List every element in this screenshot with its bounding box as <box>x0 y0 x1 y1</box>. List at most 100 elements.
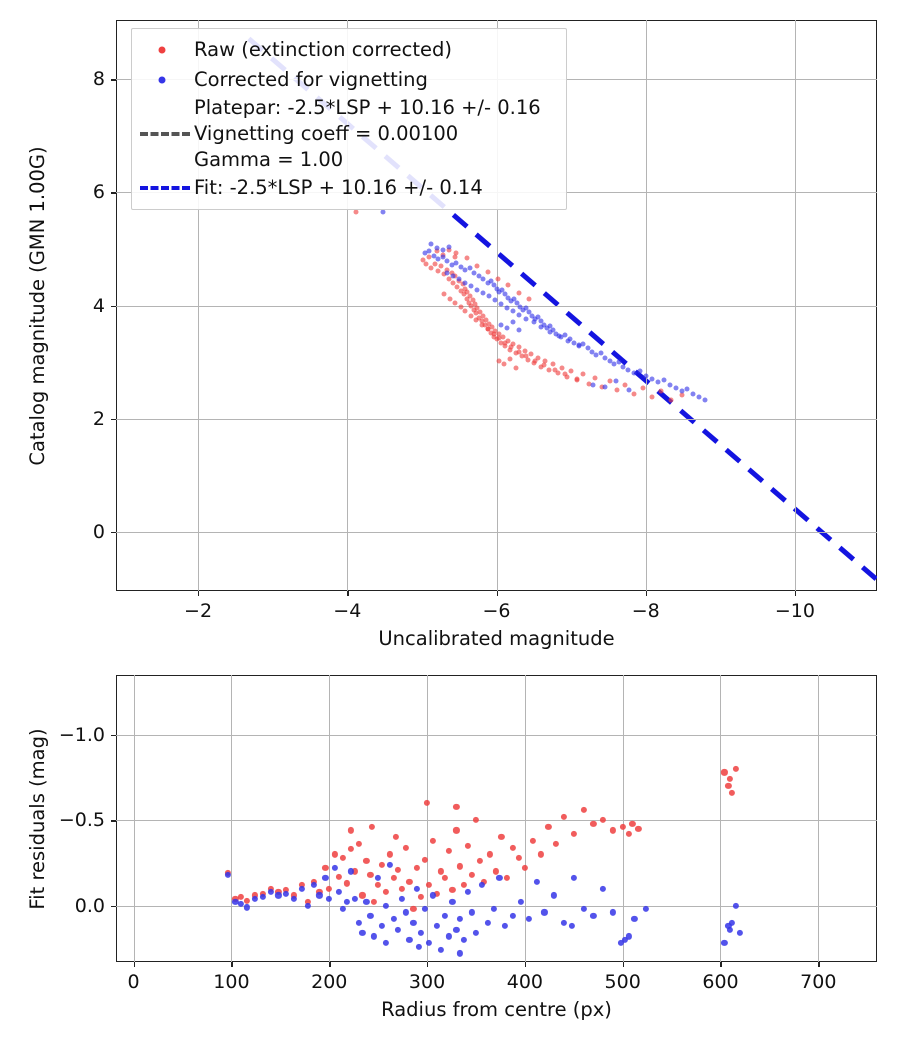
legend-entry-platepar: Platepar: -2.5*LSP + 10.16 +/- 0.16 <box>136 95 558 121</box>
scatter-point <box>259 890 266 897</box>
y-tick <box>111 531 116 534</box>
scatter-point <box>600 817 607 824</box>
scatter-point <box>458 304 464 310</box>
legend-symbol-blue-dash <box>136 173 194 203</box>
x-tick <box>427 962 429 967</box>
gridline-horizontal <box>116 305 877 307</box>
scatter-point <box>541 909 548 916</box>
legend-label-vignetting: Vignetting coeff = 0.00100 <box>194 122 459 145</box>
x-axis-label-top: Uncalibrated magnitude <box>378 627 615 650</box>
scatter-point <box>343 899 350 906</box>
x-tick-label: −4 <box>333 600 362 622</box>
scatter-point <box>326 885 333 892</box>
scatter-point <box>343 880 350 887</box>
scatter-point <box>607 358 613 364</box>
y-tick-label: 2 <box>92 407 105 430</box>
scatter-point <box>529 837 536 844</box>
scatter-point <box>492 868 499 875</box>
scatter-point <box>631 391 637 397</box>
x-tick <box>622 962 625 967</box>
scatter-point <box>382 888 390 896</box>
scatter-point <box>621 936 628 943</box>
scatter-point <box>453 260 459 266</box>
scatter-point <box>498 301 504 307</box>
scatter-point <box>416 943 423 950</box>
scatter-point <box>585 345 591 351</box>
scatter-point <box>347 846 354 853</box>
scatter-point <box>496 358 502 364</box>
legend-label-gamma: Gamma = 1.00 <box>194 148 344 171</box>
scatter-point <box>568 368 574 374</box>
scatter-point <box>479 322 485 328</box>
scatter-point <box>423 800 431 807</box>
scatter-point <box>472 929 480 937</box>
scatter-point <box>428 265 434 271</box>
y-tick-label: 8 <box>92 68 105 91</box>
scatter-point <box>351 868 358 875</box>
scatter-point <box>538 324 544 330</box>
scatter-point <box>435 268 441 274</box>
scatter-point <box>480 313 486 319</box>
scatter-point <box>607 378 613 384</box>
scatter-point <box>474 287 480 293</box>
scatter-point <box>472 301 478 307</box>
scatter-point <box>516 349 522 355</box>
scatter-point <box>316 892 323 899</box>
blue-dashed-line-icon <box>140 186 190 190</box>
scatter-point <box>232 895 239 902</box>
scatter-point <box>457 916 464 923</box>
scatter-point <box>457 950 464 957</box>
scatter-point <box>514 300 520 306</box>
scatter-point <box>453 250 459 256</box>
scatter-point <box>545 823 552 831</box>
scatter-point <box>555 370 561 376</box>
scatter-point <box>476 273 482 279</box>
scatter-point <box>673 385 679 391</box>
scatter-point <box>570 875 577 882</box>
scatter-point <box>378 923 386 930</box>
scatter-point <box>516 290 522 296</box>
scatter-point <box>535 355 541 360</box>
scatter-point <box>441 912 448 919</box>
x-tick-label: −10 <box>774 600 815 622</box>
scatter-point <box>394 926 401 933</box>
gridline-vertical <box>622 675 624 962</box>
scatter-point <box>444 267 449 273</box>
y-tick <box>111 305 116 307</box>
scatter-point <box>727 776 734 783</box>
scatter-point <box>243 897 251 904</box>
scatter-point <box>580 341 586 347</box>
scatter-point <box>444 258 450 264</box>
legend-entry-raw: Raw (extinction corrected) <box>136 35 558 65</box>
scatter-point <box>347 827 354 834</box>
scatter-point <box>363 899 370 906</box>
scatter-point <box>433 890 440 897</box>
scatter-point <box>668 397 674 403</box>
x-tick <box>347 591 349 596</box>
scatter-point <box>437 868 444 875</box>
scatter-point <box>238 900 245 907</box>
scatter-point <box>433 923 440 930</box>
x-tick <box>329 962 331 967</box>
gridline-vertical <box>427 675 429 962</box>
gray-dashed-line-icon <box>140 132 190 136</box>
scatter-point <box>513 365 519 371</box>
scatter-point <box>482 322 488 328</box>
scatter-point <box>243 904 251 911</box>
scatter-point <box>550 327 556 333</box>
x-tick-label: 0 <box>127 971 140 993</box>
x-tick-label: 300 <box>408 971 446 993</box>
scatter-point <box>367 871 374 878</box>
legend-entry-fit: Fit: -2.5*LSP + 10.16 +/- 0.14 <box>136 173 558 203</box>
scatter-point <box>453 803 460 810</box>
x-tick-label: −6 <box>482 600 511 622</box>
scatter-point <box>461 882 468 889</box>
scatter-point <box>458 264 464 270</box>
scatter-point <box>461 291 467 297</box>
scatter-point <box>485 280 491 286</box>
scatter-point <box>398 885 405 892</box>
scatter-point <box>464 255 470 261</box>
plot-area-bottom <box>116 675 877 962</box>
scatter-point <box>335 888 343 896</box>
scatter-point <box>526 309 532 315</box>
